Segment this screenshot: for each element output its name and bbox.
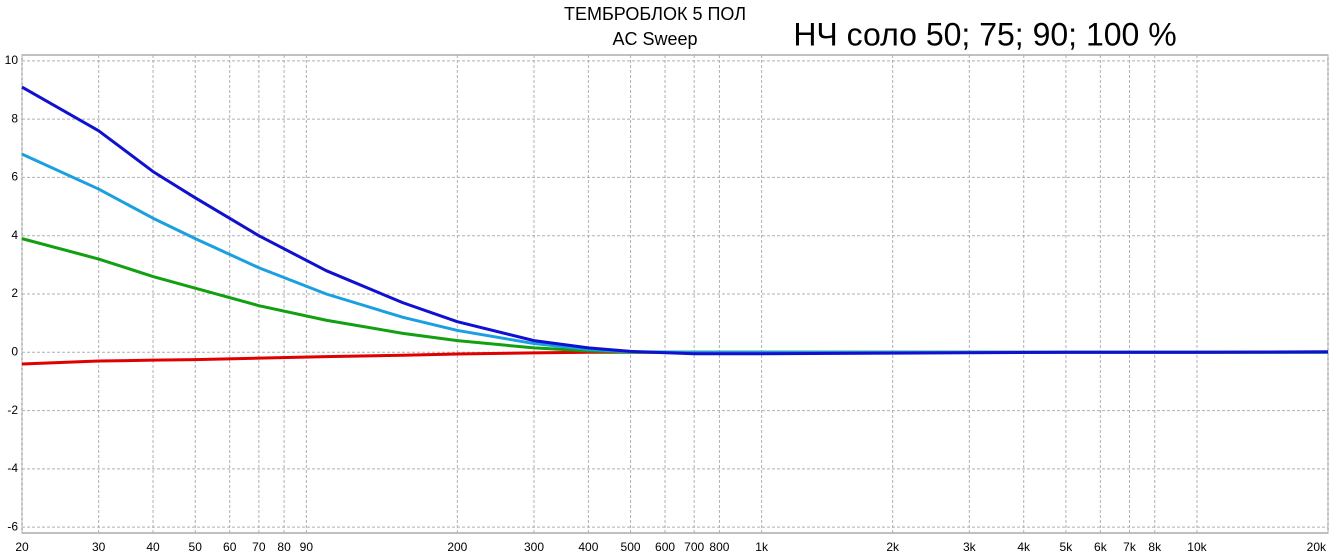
x-tick-label: 300 xyxy=(524,540,544,554)
x-tick-label: 8k xyxy=(1148,540,1162,554)
y-tick-label: -4 xyxy=(7,461,18,475)
x-tick-label: 800 xyxy=(709,540,729,554)
series-line xyxy=(21,237,1328,354)
y-tick-label: -2 xyxy=(7,403,18,417)
series-line xyxy=(21,85,1329,356)
annotation: НЧ соло 50; 75; 90; 100 % xyxy=(793,16,1176,52)
y-tick-label: 4 xyxy=(11,228,18,242)
x-tick-label: 10k xyxy=(1187,540,1207,554)
x-tick-label: 5k xyxy=(1060,540,1074,554)
y-tick-label: -6 xyxy=(7,519,18,533)
x-tick-label: 70 xyxy=(252,540,266,554)
x-tick-label: 90 xyxy=(300,540,314,554)
x-tick-label: 40 xyxy=(146,540,160,554)
series-line xyxy=(21,152,1328,354)
x-tick-label: 200 xyxy=(447,540,467,554)
x-tick-label: 500 xyxy=(621,540,641,554)
chart-title: ТЕМБРОБЛОК 5 ПОЛ xyxy=(564,4,746,24)
x-tick-label: 20k xyxy=(1307,540,1327,554)
chart-subtitle: AC Sweep xyxy=(612,29,697,49)
y-tick-label: 6 xyxy=(11,170,18,184)
y-tick-label: 10 xyxy=(5,53,19,67)
x-tick-label: 700 xyxy=(684,540,704,554)
x-tick-label: 2k xyxy=(886,540,900,554)
x-tick-label: 30 xyxy=(92,540,106,554)
x-tick-label: 60 xyxy=(223,540,237,554)
y-tick-label: 8 xyxy=(11,111,18,125)
x-tick-label: 6k xyxy=(1094,540,1108,554)
x-tick-label: 50 xyxy=(189,540,203,554)
x-tick-label: 80 xyxy=(277,540,291,554)
x-tick-label: 1k xyxy=(755,540,769,554)
x-tick-label: 20 xyxy=(15,540,29,554)
x-tick-label: 3k xyxy=(963,540,977,554)
y-tick-label: 2 xyxy=(11,286,18,300)
x-tick-label: 400 xyxy=(578,540,598,554)
x-tick-label: 7k xyxy=(1123,540,1137,554)
x-tick-label: 4k xyxy=(1017,540,1031,554)
x-tick-label: 600 xyxy=(655,540,675,554)
y-tick-label: 0 xyxy=(11,344,18,358)
